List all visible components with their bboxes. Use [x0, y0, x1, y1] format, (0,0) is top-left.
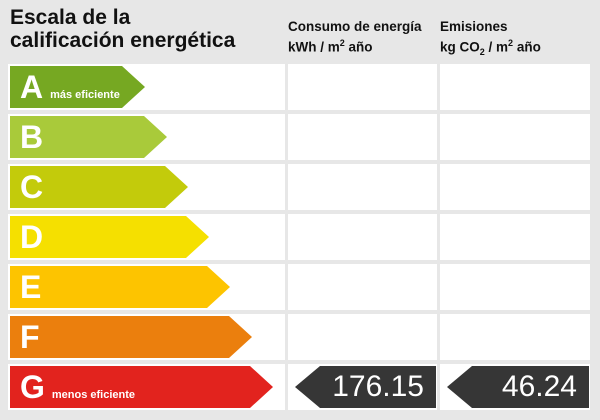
scale-cell: F: [8, 314, 285, 360]
rating-letter: B: [20, 119, 44, 155]
emisiones-cell: [440, 114, 590, 160]
emisiones-cell: [440, 64, 590, 110]
rating-letter: F: [20, 319, 40, 355]
scale-cell: E: [8, 264, 285, 310]
rating-letter: D: [20, 219, 44, 255]
rating-letter: A: [20, 69, 44, 105]
consumo-cell: [288, 314, 437, 360]
rating-row-d: D: [0, 214, 600, 260]
column-title-emisiones: Emisiones: [440, 19, 508, 34]
rating-row-b: B: [0, 114, 600, 160]
rating-letter: G: [20, 369, 45, 405]
consumo-cell: [288, 164, 437, 210]
scale-cell: C: [8, 164, 285, 210]
page-title-line2: calificación energética: [10, 29, 236, 52]
consumo-cell: [288, 214, 437, 260]
rating-row-g: G menos eficiente 176.15 46.24: [0, 364, 600, 410]
rating-note: más eficiente: [50, 89, 120, 101]
column-title-consumo: Consumo de energía: [288, 19, 422, 34]
rating-row-e: E: [0, 264, 600, 310]
rating-arrow-a: A más eficiente: [10, 66, 145, 108]
emisiones-cell: [440, 314, 590, 360]
rating-letter: E: [20, 269, 42, 305]
emisiones-cell: [440, 164, 590, 210]
emisiones-cell: [440, 264, 590, 310]
rating-arrow-c: C: [10, 166, 188, 208]
consumo-value-arrow: 176.15: [295, 366, 436, 408]
rating-arrow-d: D: [10, 216, 209, 258]
rating-row-c: C: [0, 164, 600, 210]
consumo-cell: [288, 264, 437, 310]
page-title: Escala de la calificación energética: [10, 6, 235, 52]
rating-arrow-b: B: [10, 116, 167, 158]
rating-letter: C: [20, 169, 44, 205]
emisiones-cell: [440, 214, 590, 260]
scale-cell: B: [8, 114, 285, 160]
consumo-cell: [288, 64, 437, 110]
scale-cell: G menos eficiente: [8, 364, 285, 410]
consumo-cell: 176.15: [288, 364, 437, 410]
column-header-emisiones: Emisiones kg CO2 / m2 año: [440, 18, 590, 61]
rating-note: menos eficiente: [51, 389, 136, 401]
scale-cell: A más eficiente: [8, 64, 285, 110]
consumo-cell: [288, 114, 437, 160]
column-header-consumo: Consumo de energía kWh / m2 año: [288, 18, 437, 56]
rating-row-a: A más eficiente: [0, 64, 600, 110]
emisiones-value-arrow: 46.24: [447, 366, 589, 408]
rating-arrow-f: F: [10, 316, 252, 358]
rating-arrow-e: E: [10, 266, 230, 308]
column-unit-emisiones: kg CO2 / m2 año: [440, 38, 541, 58]
scale-cell: D: [8, 214, 285, 260]
page-title-line1: Escala de la: [10, 6, 131, 29]
emisiones-cell: 46.24: [440, 364, 590, 410]
column-unit-consumo: kWh / m2 año: [288, 38, 373, 55]
rating-row-f: F: [0, 314, 600, 360]
rating-arrow-g: G menos eficiente: [10, 366, 273, 408]
